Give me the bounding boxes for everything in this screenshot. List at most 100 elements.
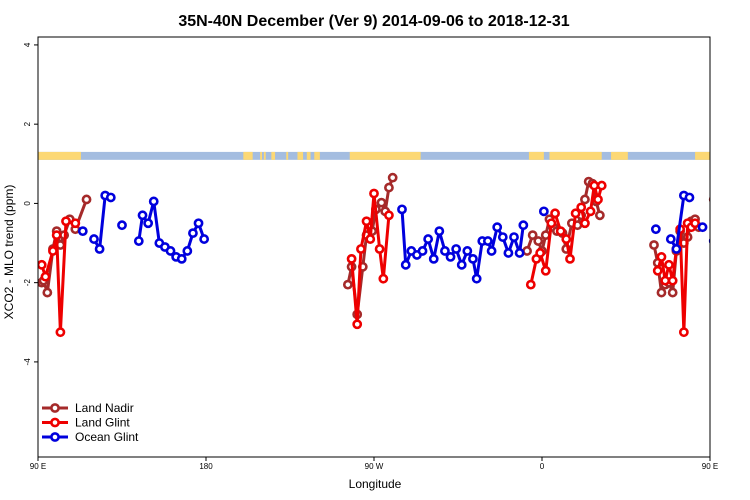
series-land-glint [38, 182, 699, 336]
land-segment [286, 152, 288, 160]
data-point [380, 275, 387, 282]
data-point [348, 255, 355, 262]
legend-item: Land Glint [42, 416, 130, 430]
data-point [398, 206, 405, 213]
legend-marker [51, 433, 58, 440]
data-point [587, 208, 594, 215]
y-tick-label: -4 [23, 358, 32, 366]
data-point [189, 230, 196, 237]
legend-label: Land Glint [75, 416, 130, 430]
data-point [673, 245, 680, 252]
x-tick-label: 0 [540, 462, 545, 471]
x-tick-label: 90 E [702, 462, 718, 471]
data-point [118, 222, 125, 229]
data-point [516, 249, 523, 256]
land-segment [529, 152, 544, 160]
land-segment [260, 152, 262, 160]
data-point [96, 245, 103, 252]
data-point [578, 204, 585, 211]
data-point [178, 255, 185, 262]
data-point [44, 289, 51, 296]
data-point [376, 245, 383, 252]
land-segment [264, 152, 266, 160]
data-point [581, 196, 588, 203]
data-point [150, 198, 157, 205]
data-point [90, 235, 97, 242]
data-point [425, 235, 432, 242]
data-point [79, 228, 86, 235]
land-segment [297, 152, 303, 160]
data-point [357, 245, 364, 252]
data-point [83, 196, 90, 203]
land-segment [307, 152, 311, 160]
y-tick-label: -2 [23, 279, 32, 287]
data-point [537, 249, 544, 256]
data-point [650, 241, 657, 248]
data-point [652, 226, 659, 233]
data-point [344, 281, 351, 288]
x-tick-label: 90 E [30, 462, 46, 471]
data-point [686, 194, 693, 201]
data-point [389, 174, 396, 181]
data-point [594, 196, 601, 203]
data-point [378, 199, 385, 206]
data-point [367, 235, 374, 242]
x-tick-label: 90 W [365, 462, 384, 471]
data-point [669, 277, 676, 284]
legend-label: Ocean Glint [75, 430, 139, 444]
data-point [691, 220, 698, 227]
data-point [453, 245, 460, 252]
data-point [42, 273, 49, 280]
data-point [658, 253, 665, 260]
data-point [680, 329, 687, 336]
land-segment [695, 152, 729, 160]
data-point [201, 235, 208, 242]
data-point [458, 261, 465, 268]
y-tick-label: 2 [23, 121, 32, 126]
data-point [402, 261, 409, 268]
legend-marker [51, 404, 58, 411]
data-point [581, 220, 588, 227]
legend-label: Land Nadir [75, 401, 134, 415]
chart-title: 35N-40N December (Ver 9) 2014-09-06 to 2… [178, 13, 569, 30]
data-point [184, 247, 191, 254]
data-point [667, 235, 674, 242]
land-segment [38, 152, 81, 160]
data-point [38, 261, 45, 268]
data-point [473, 275, 480, 282]
data-point [447, 253, 454, 260]
data-point [107, 194, 114, 201]
land-segment [611, 152, 628, 160]
data-point [542, 267, 549, 274]
plot-frame [38, 37, 710, 457]
land-segment [744, 152, 748, 160]
data-point [494, 224, 501, 231]
data-point [354, 321, 361, 328]
data-point [591, 182, 598, 189]
data-point [548, 220, 555, 227]
data-point [540, 208, 547, 215]
data-point [710, 196, 717, 203]
data-point [551, 210, 558, 217]
data-point [488, 247, 495, 254]
data-point [370, 190, 377, 197]
x-tick-label: 180 [199, 462, 213, 471]
data-point [419, 247, 426, 254]
data-point [566, 255, 573, 262]
data-point [510, 233, 517, 240]
data-point [469, 255, 476, 262]
data-point [520, 222, 527, 229]
data-point [385, 184, 392, 191]
data-point [710, 237, 717, 244]
y-tick-label: 4 [23, 42, 32, 47]
data-point [363, 218, 370, 225]
land-segment [350, 152, 421, 160]
data-point [598, 182, 605, 189]
data-point [658, 289, 665, 296]
data-point [135, 237, 142, 244]
data-point [535, 237, 542, 244]
series-layer [38, 174, 717, 336]
land-segment [271, 152, 275, 160]
data-point [436, 228, 443, 235]
